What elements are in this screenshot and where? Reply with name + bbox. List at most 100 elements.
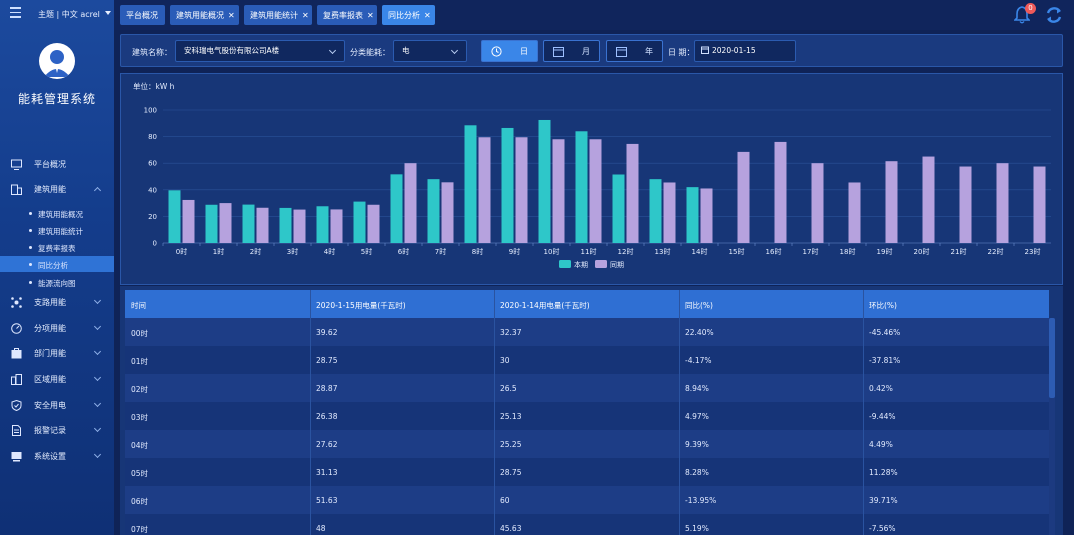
bar-previous[interactable] <box>737 151 750 243</box>
table-cell: 22.40% <box>685 328 714 337</box>
sidebar-subitem-yoy-analysis[interactable]: 同比分析 <box>0 256 114 272</box>
bar-previous[interactable] <box>996 163 1009 243</box>
table-cell: 28.75 <box>316 356 338 365</box>
bar-current[interactable] <box>279 207 292 243</box>
sidebar-item-alarm[interactable]: 报警记录 <box>0 421 114 439</box>
sidebar-item-department[interactable]: 部门用能 <box>0 344 114 362</box>
table-cell: 28.87 <box>316 384 338 393</box>
category-select[interactable]: 电 <box>393 40 467 62</box>
period-button-label: 月 <box>582 47 590 56</box>
bar-previous[interactable] <box>922 156 935 243</box>
bar-current[interactable] <box>686 187 699 243</box>
sidebar-item-platform[interactable]: 平台概况 <box>0 155 114 173</box>
sidebar-item-label: 部门用能 <box>34 349 66 358</box>
refresh-icon[interactable] <box>1045 6 1063 24</box>
tab-yoy-analysis[interactable]: 同比分析 ✕ <box>382 5 435 25</box>
bar-current[interactable] <box>316 206 329 243</box>
bar-current[interactable] <box>501 127 514 243</box>
bar-current[interactable] <box>427 179 440 243</box>
x-tick-label: 4时 <box>324 247 335 256</box>
bar-previous[interactable] <box>478 137 491 243</box>
bar-current[interactable] <box>205 204 218 243</box>
bar-previous[interactable] <box>663 182 676 243</box>
bar-previous[interactable] <box>589 139 602 243</box>
table-cell: 51.63 <box>316 496 338 505</box>
bar-previous[interactable] <box>330 209 343 243</box>
close-icon[interactable]: ✕ <box>424 10 431 20</box>
bar-previous[interactable] <box>552 139 565 243</box>
table-scrollbar[interactable] <box>1049 318 1055 535</box>
sidebar-subitem-building-stats[interactable]: 建筑用能统计 <box>0 222 114 238</box>
table-cell: 5.19% <box>685 524 709 533</box>
close-icon[interactable]: ✕ <box>302 10 309 20</box>
bar-previous[interactable] <box>367 204 380 243</box>
bar-previous[interactable] <box>404 163 417 243</box>
sidebar-subitem-rate-report[interactable]: 复费率报表 <box>0 239 114 255</box>
x-tick-label: 15时 <box>729 247 745 256</box>
bar-current[interactable] <box>649 179 662 243</box>
calendar-icon <box>553 47 564 57</box>
bar-current[interactable] <box>168 190 181 243</box>
bar-previous[interactable] <box>959 166 972 243</box>
close-icon[interactable]: ✕ <box>228 10 235 20</box>
table-cell: 05时 <box>131 469 149 478</box>
bar-previous[interactable] <box>885 161 898 243</box>
legend-swatch[interactable] <box>595 260 607 268</box>
y-tick-label: 60 <box>148 160 157 168</box>
x-tick-label: 1时 <box>213 247 224 256</box>
tab-rate-report[interactable]: 复费率报表 ✕ <box>317 5 377 25</box>
building-select[interactable]: 安科瑞电气股份有限公司A楼 <box>175 40 345 62</box>
sidebar-subitem-energy-flow[interactable]: 能源流向图 <box>0 274 114 290</box>
tab-platform[interactable]: 平台概况 <box>120 5 165 25</box>
bar-previous[interactable] <box>441 182 454 243</box>
clock-icon <box>491 46 502 57</box>
sidebar-item-branch[interactable]: 支路用能 <box>0 293 114 311</box>
bar-previous[interactable] <box>256 207 269 243</box>
bar-previous[interactable] <box>515 137 528 243</box>
period-year-button[interactable]: 年 <box>606 40 663 62</box>
bar-current[interactable] <box>575 131 588 243</box>
bar-previous[interactable] <box>1033 166 1046 243</box>
branch-icon <box>11 297 22 308</box>
sidebar-item-safety[interactable]: 安全用电 <box>0 396 114 414</box>
bar-previous[interactable] <box>182 199 195 243</box>
user-dropdown-icon[interactable] <box>105 11 111 16</box>
bar-current[interactable] <box>612 174 625 243</box>
region-icon <box>11 374 22 385</box>
bar-previous[interactable] <box>774 141 787 243</box>
bar-current[interactable] <box>242 204 255 243</box>
close-icon[interactable]: ✕ <box>367 10 374 20</box>
theme-language-user[interactable]: 主题 | 中文 acrel <box>38 10 100 19</box>
bar-current[interactable] <box>390 174 403 243</box>
date-input[interactable]: 2020-01-15 <box>694 40 796 62</box>
sidebar-item-region[interactable]: 区域用能 <box>0 370 114 388</box>
sidebar-item-label: 安全用电 <box>34 401 66 410</box>
sidebar-item-building[interactable]: 建筑用能 <box>0 180 114 198</box>
period-day-button[interactable]: 日 <box>481 40 538 62</box>
bar-current[interactable] <box>353 201 366 243</box>
menu-toggle-icon[interactable] <box>10 7 21 18</box>
sidebar-subitem-building-overview[interactable]: 建筑用能概况 <box>0 205 114 221</box>
legend-label[interactable]: 同期 <box>610 261 624 269</box>
sidebar-item-settings[interactable]: 系统设置 <box>0 447 114 465</box>
tab-label: 同比分析 <box>388 10 420 20</box>
period-month-button[interactable]: 月 <box>543 40 600 62</box>
bar-previous[interactable] <box>626 143 639 243</box>
chart-legend[interactable]: 本期 同期 <box>559 260 624 269</box>
tab-building-overview[interactable]: 建筑用能概况 ✕ <box>170 5 239 25</box>
table-cell: 04时 <box>131 441 149 450</box>
legend-swatch[interactable] <box>559 260 571 268</box>
bar-previous[interactable] <box>848 182 861 243</box>
bar-current[interactable] <box>538 119 551 243</box>
legend-label[interactable]: 本期 <box>574 260 588 269</box>
bar-previous[interactable] <box>219 203 232 243</box>
bar-previous[interactable] <box>293 209 306 243</box>
bar-current[interactable] <box>464 125 477 243</box>
column-divider <box>863 430 864 458</box>
bar-previous[interactable] <box>700 188 713 243</box>
bar-previous[interactable] <box>811 163 824 243</box>
tab-building-stats[interactable]: 建筑用能统计 ✕ <box>244 5 312 25</box>
scrollbar-thumb[interactable] <box>1049 318 1055 398</box>
table-cell: 9.39% <box>685 440 709 449</box>
sidebar-item-subitem-energy[interactable]: 分项用能 <box>0 319 114 337</box>
